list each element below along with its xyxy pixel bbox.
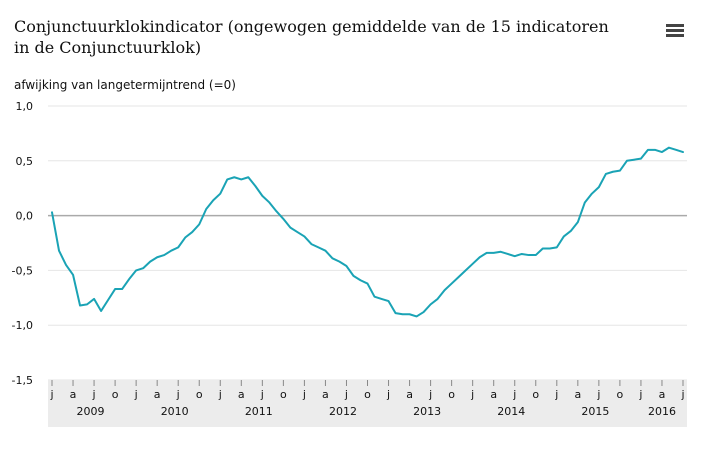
month-tick-label: a xyxy=(659,388,666,401)
month-tick-label: j xyxy=(176,388,180,401)
month-tick-label: o xyxy=(112,388,119,401)
month-tick-label: a xyxy=(406,388,413,401)
month-tick-label: j xyxy=(638,388,642,401)
month-tick-label: j xyxy=(596,388,600,401)
year-label: 2010 xyxy=(161,405,189,418)
year-label: 2012 xyxy=(329,405,357,418)
month-tick-label: a xyxy=(238,388,245,401)
month-tick-label: j xyxy=(218,388,222,401)
month-tick-label: j xyxy=(302,388,306,401)
month-tick-label: o xyxy=(532,388,539,401)
month-tick-label: j xyxy=(344,388,348,401)
month-tick-label: a xyxy=(322,388,329,401)
month-tick-label: o xyxy=(280,388,287,401)
month-tick-label: o xyxy=(364,388,371,401)
month-tick-label: j xyxy=(512,388,516,401)
y-tick-label: 1,0 xyxy=(16,100,34,113)
y-tick-label: 0,0 xyxy=(16,210,34,223)
year-label: 2016 xyxy=(648,405,676,418)
month-tick-label: j xyxy=(386,388,390,401)
month-tick-label: j xyxy=(470,388,474,401)
month-tick-label: a xyxy=(490,388,497,401)
month-tick-label: j xyxy=(92,388,96,401)
month-tick-label: j xyxy=(680,388,684,401)
month-tick-label: j xyxy=(428,388,432,401)
year-labels: 2009 2010 2011 2012 2013 2014 2015 2016 xyxy=(77,405,676,418)
year-label: 2011 xyxy=(245,405,273,418)
month-tick-label: j xyxy=(134,388,138,401)
month-tick-label: o xyxy=(448,388,455,401)
chart-title: Conjunctuurklokindicator (ongewogen gemi… xyxy=(14,17,609,57)
month-tick-label: o xyxy=(196,388,203,401)
month-tick-label: a xyxy=(70,388,77,401)
month-tick-label: j xyxy=(260,388,264,401)
y-tick-label: -1,5 xyxy=(12,374,33,387)
y-tick-labels: 1,0 0,5 0,0 -0,5 -1,0 -1,5 xyxy=(12,100,33,387)
month-tick-label: a xyxy=(574,388,581,401)
month-tick-label: o xyxy=(617,388,624,401)
month-tick-label: j xyxy=(554,388,558,401)
y-axis-label: afwijking van langetermijntrend (=0) xyxy=(14,78,236,92)
y-tick-label: 0,5 xyxy=(16,155,34,168)
x-axis-band xyxy=(48,380,687,427)
y-tick-label: -1,0 xyxy=(12,319,33,332)
year-label: 2013 xyxy=(413,405,441,418)
y-tick-label: -0,5 xyxy=(12,264,33,277)
series-lines xyxy=(51,146,684,318)
year-label: 2009 xyxy=(77,405,105,418)
gridlines xyxy=(48,105,687,381)
month-tick-label: a xyxy=(154,388,161,401)
menu-icon[interactable] xyxy=(666,24,684,39)
series-line xyxy=(51,146,684,318)
month-tick-label: j xyxy=(49,388,53,401)
year-label: 2014 xyxy=(497,405,525,418)
year-label: 2015 xyxy=(581,405,609,418)
